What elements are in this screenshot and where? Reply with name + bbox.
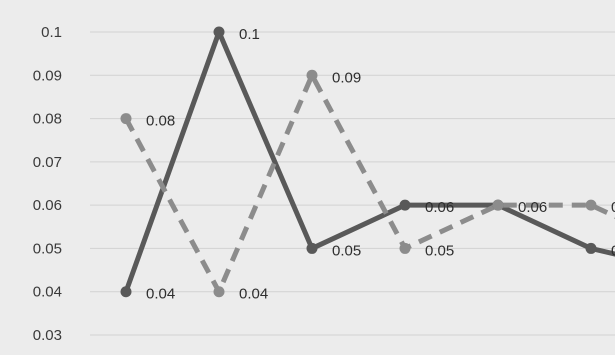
y-tick-label: 0.04 — [33, 284, 62, 301]
data-label: 0.05 — [425, 242, 454, 259]
y-tick-label: 0.03 — [33, 327, 62, 344]
data-labels: 0.04 0.1 0.05 0.06 0 0.08 0.04 0.09 0.05 0.06 0 — [146, 26, 615, 303]
data-point — [399, 199, 411, 211]
data-label: 0.04 — [239, 286, 268, 303]
data-label: 0.08 — [146, 113, 175, 130]
data-point — [120, 113, 132, 125]
data-point — [306, 69, 318, 81]
data-label: 0 — [611, 199, 615, 216]
y-tick-label: 0.06 — [33, 197, 62, 214]
data-label: 0.04 — [146, 286, 175, 303]
y-tick-label: 0.1 — [41, 24, 62, 41]
data-point — [213, 26, 225, 38]
gridlines — [90, 31, 615, 336]
y-tick-label: 0.05 — [33, 240, 62, 257]
data-label: 0.06 — [425, 199, 454, 216]
data-point — [585, 199, 597, 211]
data-point — [306, 242, 318, 254]
y-axis-ticks: 0.03 0.04 0.05 0.06 0.07 0.08 0.09 0.1 — [33, 24, 62, 344]
data-point — [492, 199, 504, 211]
y-tick-label: 0.08 — [33, 111, 62, 128]
data-label: 0.06 — [518, 199, 547, 216]
y-tick-label: 0.07 — [33, 154, 62, 171]
data-point — [585, 242, 597, 254]
data-label: 0.1 — [239, 26, 260, 43]
data-point — [120, 286, 132, 298]
data-label: 0.09 — [332, 69, 361, 86]
data-label: 0 — [611, 242, 615, 259]
data-label: 0.05 — [332, 242, 361, 259]
series-line-dashed — [123, 72, 615, 295]
data-point — [399, 242, 411, 254]
y-tick-label: 0.09 — [33, 67, 62, 84]
series-points — [120, 26, 597, 298]
data-point — [213, 286, 225, 298]
